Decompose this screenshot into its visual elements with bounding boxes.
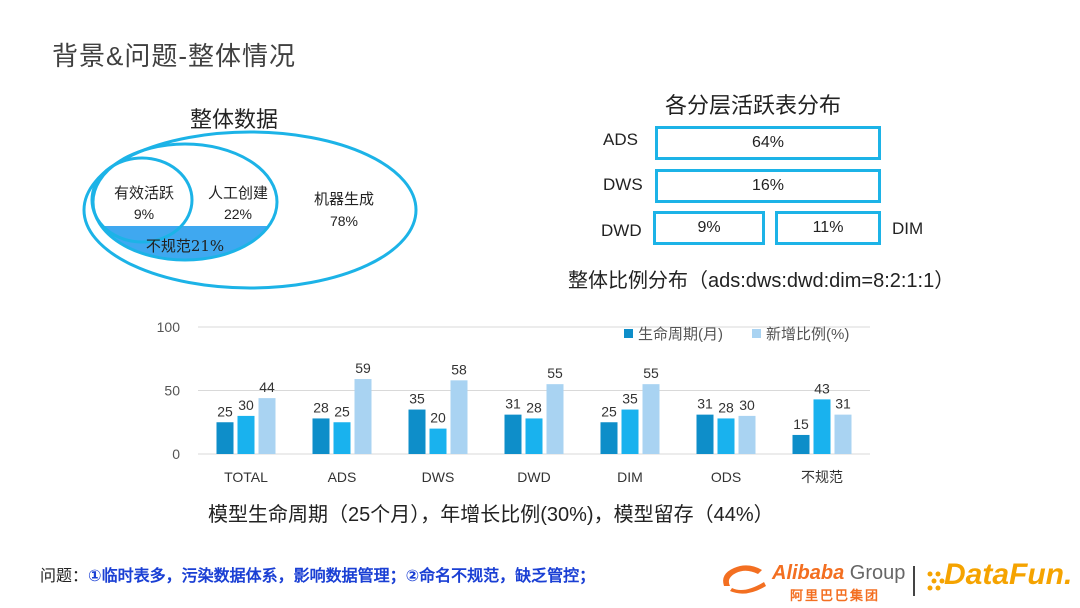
issue-text: ①临时表多，污染数据体系，影响数据管理；②命名不规范，缺乏管控； <box>88 568 596 585</box>
manual-value: 22% <box>223 206 253 222</box>
legend-swatch <box>624 329 633 338</box>
dws-label: DWS <box>603 175 643 194</box>
datafun-logo: DataFun. <box>944 558 1073 591</box>
bar <box>237 415 255 454</box>
alibaba-cn: 阿里巴巴集团 <box>790 588 881 603</box>
bar <box>258 398 276 454</box>
logo-separator <box>913 566 915 596</box>
alibaba-group: Group <box>844 562 906 584</box>
category-label: ODS <box>711 469 741 485</box>
machine-label: 机器生成 <box>313 190 374 208</box>
ads-label: ADS <box>603 130 638 149</box>
bar <box>525 418 543 454</box>
data-label: 31 <box>505 396 521 412</box>
category-label: DIM <box>617 469 643 485</box>
data-label: 31 <box>697 396 713 412</box>
bar <box>600 422 618 454</box>
bar <box>813 399 831 454</box>
legend-label: 生命周期(月) <box>638 325 723 343</box>
data-label: 30 <box>739 397 755 413</box>
manual-label: 人工创建 <box>207 184 268 202</box>
dim-value: 11% <box>812 219 844 236</box>
bar <box>429 428 447 454</box>
data-label: 31 <box>835 396 851 412</box>
ads-value: 64% <box>751 134 785 151</box>
data-label: 28 <box>313 399 329 415</box>
data-label: 35 <box>622 391 638 407</box>
data-label: 20 <box>430 410 446 426</box>
legend-label: 新增比例(%) <box>766 326 849 343</box>
bar <box>792 434 810 454</box>
machine-value: 78% <box>329 213 359 229</box>
bar <box>333 422 351 454</box>
data-label: 25 <box>334 403 350 419</box>
temp-label: 有效活跃 <box>113 184 174 202</box>
irregular-label: 不规范21% <box>145 237 225 255</box>
category-label: DWD <box>517 469 550 485</box>
dwd-bar: 9% <box>653 211 765 245</box>
bar <box>216 422 234 454</box>
dim-label: DIM <box>892 219 924 238</box>
category-label: DWS <box>422 469 455 485</box>
outer-ellipse <box>82 130 418 290</box>
temp-value: 9% <box>133 206 155 222</box>
data-label: 35 <box>409 391 425 407</box>
y-tick-label: 0 <box>172 446 180 462</box>
page-title: 背景&问题-整体情况 <box>52 41 297 71</box>
venn-title: 整体数据 <box>190 108 279 133</box>
issue-prefix: 问题： <box>40 568 89 585</box>
data-label: 55 <box>643 365 659 381</box>
data-label: 28 <box>526 399 542 415</box>
dws-value: 16% <box>751 177 785 194</box>
bar <box>450 380 468 454</box>
data-label: 59 <box>355 360 371 376</box>
dim-bar: 11% <box>775 211 881 245</box>
venn-diagram <box>82 130 418 290</box>
legend-swatch <box>752 329 761 338</box>
data-label: 15 <box>793 416 809 432</box>
data-label: 55 <box>547 365 563 381</box>
bar <box>696 414 714 454</box>
bar <box>504 414 522 454</box>
data-label: 28 <box>718 399 734 415</box>
y-tick-label: 100 <box>157 319 181 335</box>
data-label: 58 <box>451 361 467 377</box>
alibaba-logo-icon <box>723 565 766 594</box>
data-label: 43 <box>814 380 830 396</box>
issue-line: 问题：①临时表多，污染数据体系，影响数据管理；②命名不规范，缺乏管控； <box>40 562 595 586</box>
lifecycle-chart: 0 50 100 25 30 44 TOTAL 28 25 59 ADS 35 20 58 DWS 31 28 5… <box>157 319 870 485</box>
bar <box>546 384 564 454</box>
data-label: 44 <box>259 379 275 395</box>
y-tick-label: 50 <box>164 383 180 399</box>
data-label: 30 <box>238 397 254 413</box>
ads-bar: 64% <box>655 126 881 160</box>
category-label: ADS <box>328 469 357 485</box>
bar <box>354 379 372 454</box>
alibaba-name: Alibaba <box>772 562 845 584</box>
dws-bar: 16% <box>655 169 881 203</box>
category-label: TOTAL <box>224 469 268 485</box>
bar <box>834 414 852 454</box>
bar <box>312 418 330 454</box>
inner-ellipse <box>90 156 194 244</box>
data-label: 25 <box>601 403 617 419</box>
bar <box>621 409 639 454</box>
layers-title: 各分层活跃表分布 <box>665 94 842 119</box>
datafun-dots-icon <box>927 571 945 591</box>
dwd-label: DWD <box>601 221 642 240</box>
summary-text: 模型生命周期（25个月），年增长比例(30%)，模型留存（44%） <box>208 504 774 526</box>
bar <box>717 418 735 454</box>
bar <box>642 384 660 454</box>
alibaba-wordmark: Alibaba Group <box>772 562 905 585</box>
dwd-value: 9% <box>697 219 721 236</box>
bar <box>738 415 756 454</box>
data-label: 25 <box>217 403 233 419</box>
category-label: 不规范 <box>801 469 843 485</box>
bar <box>408 409 426 454</box>
ratio-text: 整体比例分布（ads:dws:dwd:dim=8:2:1:1） <box>568 270 955 292</box>
